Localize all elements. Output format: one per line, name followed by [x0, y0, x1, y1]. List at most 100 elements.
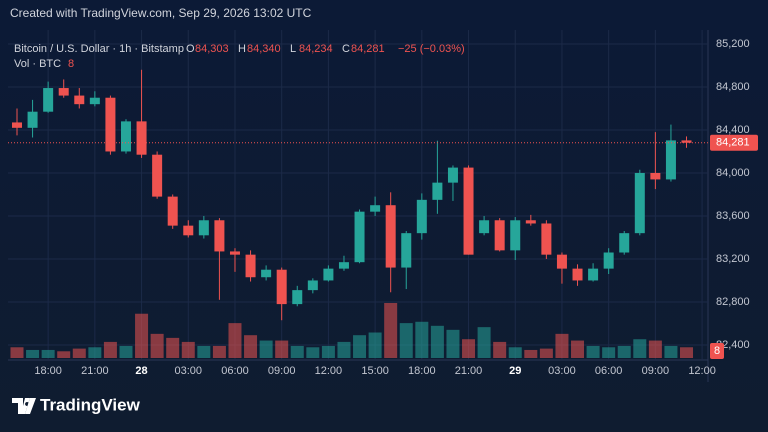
x-tick-label: 29 — [509, 365, 521, 377]
last-price-label: 84,281 — [716, 137, 750, 149]
candle-body — [588, 268, 599, 281]
ohlc-value: 84,281 — [351, 43, 385, 55]
volume-bar — [306, 347, 320, 358]
volume-bar — [493, 341, 507, 358]
volume-bar — [602, 347, 616, 358]
y-tick-label: 84,400 — [716, 124, 750, 136]
volume-current: 8 — [68, 58, 74, 70]
volume-bar — [617, 345, 631, 358]
volume-bar — [462, 339, 476, 358]
x-tick-label: 15:00 — [361, 365, 389, 377]
candle-body — [27, 111, 38, 128]
ohlc-key: C — [342, 43, 350, 55]
candle-body — [167, 196, 178, 226]
candle-body — [292, 290, 303, 305]
candle-body — [525, 220, 536, 224]
ohlc-key: H — [238, 43, 246, 55]
candle-body — [120, 121, 131, 152]
volume-bar — [197, 345, 211, 358]
candle-body — [494, 220, 505, 251]
volume-bar — [524, 349, 538, 358]
x-tick-label: 21:00 — [455, 365, 483, 377]
volume-bar — [290, 345, 304, 358]
volume-bar — [321, 345, 335, 358]
candle-body — [541, 223, 552, 255]
volume-bar — [353, 335, 367, 358]
candle-body — [479, 220, 490, 234]
candle-body — [510, 220, 521, 251]
candle-body — [58, 88, 69, 96]
x-tick-label: 06:00 — [595, 365, 623, 377]
y-tick-label: 83,600 — [716, 210, 750, 222]
y-tick-label: 84,800 — [716, 81, 750, 93]
ohlc-legend: O 84,303 H 84,340 L 84,234 C 84,281 −25 (−0.03%) — [186, 43, 465, 55]
volume-bar — [212, 345, 226, 358]
candle-body — [572, 268, 583, 281]
volume-bar — [88, 347, 102, 358]
y-tick-label: 82,400 — [716, 339, 750, 351]
x-tick-label: 28 — [135, 365, 147, 377]
volume-bar — [41, 349, 55, 358]
candle-body — [556, 254, 567, 269]
volume-bar — [555, 333, 569, 358]
volume-bar — [259, 340, 273, 358]
ohlc-value: 84,303 — [195, 43, 229, 55]
candle-body — [603, 252, 614, 269]
candle-body — [401, 233, 412, 268]
candle-body — [416, 199, 427, 234]
y-tick-label: 85,200 — [716, 38, 750, 50]
volume-bar — [337, 341, 351, 358]
candle-body — [463, 167, 474, 255]
volume-bar — [477, 327, 491, 358]
last-price-box — [710, 134, 758, 151]
x-tick-label: 09:00 — [642, 365, 670, 377]
candle-body — [74, 95, 85, 105]
volume-bar — [57, 351, 71, 358]
brand: TradingView — [40, 395, 141, 414]
y-tick-label: 82,800 — [716, 296, 750, 308]
volume-title: Vol · BTC — [14, 58, 61, 70]
volume-bar — [181, 341, 195, 358]
candle-body — [619, 233, 630, 253]
candle-body — [323, 268, 334, 281]
volume-bar — [275, 340, 289, 358]
volume-bar — [26, 349, 40, 358]
candle-body — [229, 251, 240, 255]
x-tick-label: 21:00 — [81, 365, 109, 377]
candle-body — [307, 280, 318, 291]
volume-bar — [244, 335, 258, 358]
candle-body — [12, 122, 22, 128]
axis-layer: 82,400 82,800 83,200 83,600 84,000 84,400 84,8… — [8, 38, 758, 377]
candle-body — [385, 205, 396, 268]
x-tick-label: 03:00 — [175, 365, 203, 377]
y-tick-label: 83,200 — [716, 253, 750, 265]
volume-bar — [135, 313, 149, 358]
candle-body — [105, 97, 116, 152]
ohlc-key: O — [186, 43, 195, 55]
volume-bar — [103, 341, 117, 358]
volume-bar — [166, 337, 180, 358]
x-tick-label: 12:00 — [688, 365, 716, 377]
ohlc-value: 84,234 — [299, 43, 333, 55]
ohlc-change: −25 (−0.03%) — [398, 43, 465, 55]
volume-bar — [446, 329, 460, 358]
volume-bar — [648, 340, 662, 358]
candle-body — [261, 269, 272, 278]
volume-bar — [633, 339, 647, 358]
candle-body — [370, 205, 381, 212]
candle-body — [338, 262, 349, 269]
x-tick-label: 06:00 — [221, 365, 249, 377]
volume-bar — [508, 347, 522, 358]
volume-bar — [119, 345, 133, 358]
x-tick-label: 03:00 — [548, 365, 576, 377]
volume-bar — [539, 348, 553, 358]
candle-body — [152, 154, 163, 197]
ohlc-value: 84,340 — [247, 43, 281, 55]
volume-bar — [368, 332, 382, 358]
volume-bar — [415, 321, 429, 358]
candle-body — [89, 97, 100, 105]
candle-body — [214, 220, 225, 252]
candle-body — [447, 167, 458, 183]
volume-bar — [399, 323, 413, 358]
